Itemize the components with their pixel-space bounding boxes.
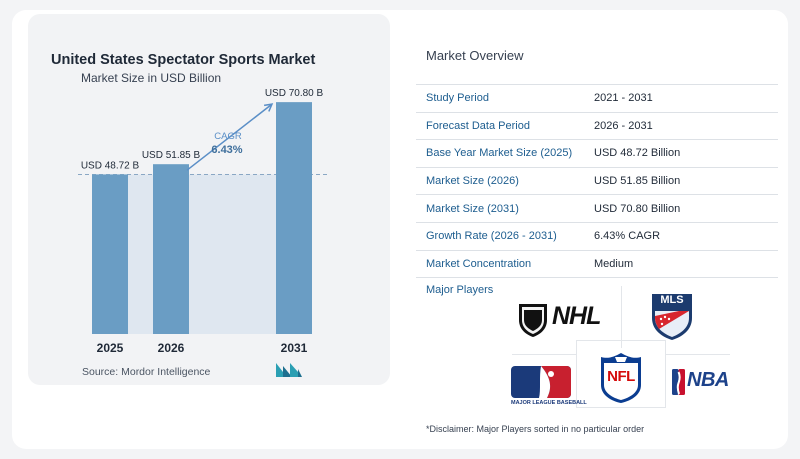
mls-logo: MLS bbox=[660, 294, 684, 306]
overview-value: 6.43% CAGR bbox=[594, 230, 661, 243]
overview-row: Forecast Data Period 2026 - 2031 bbox=[416, 113, 778, 141]
overview-label: Market Size (2031) bbox=[426, 202, 519, 215]
nba-silhouette-icon bbox=[672, 369, 685, 395]
nfl-shield-icon bbox=[601, 353, 641, 403]
cagr-arrow-head bbox=[263, 103, 274, 112]
value-label-2031: USD 70.80 B bbox=[265, 88, 324, 99]
market-overview-title: Market Overview bbox=[426, 48, 524, 63]
overview-row: Market Concentration Medium bbox=[416, 251, 778, 279]
chart-subtitle: Market Size in USD Billion bbox=[81, 71, 222, 85]
nba-logo: NBA bbox=[687, 369, 729, 391]
overview-row: Base Year Market Size (2025) USD 48.72 B… bbox=[416, 140, 778, 168]
disclaimer-text: *Disclaimer: Major Players sorted in no … bbox=[426, 424, 645, 434]
major-players-title: Major Players bbox=[426, 284, 494, 296]
overview-label: Market Concentration bbox=[426, 257, 532, 270]
market-overview-table: Study Period 2021 - 2031 Forecast Data P… bbox=[416, 84, 778, 279]
category-label-2025: 2025 bbox=[97, 341, 124, 355]
logo-cell bbox=[576, 340, 666, 408]
logo-grid-divider bbox=[666, 354, 730, 355]
nhl-logo: NHL bbox=[552, 302, 601, 330]
cagr-label: CAGR bbox=[214, 131, 242, 142]
overview-label: Growth Rate (2026 - 2031) bbox=[426, 230, 557, 243]
overview-row: Market Size (2031) USD 70.80 Billion bbox=[416, 195, 778, 223]
mls-crest-icon bbox=[652, 294, 692, 340]
bar-2026 bbox=[153, 164, 189, 334]
chart-title: United States Spectator Sports Market bbox=[51, 52, 316, 68]
bar-2025 bbox=[92, 174, 128, 334]
category-label-2026: 2026 bbox=[158, 341, 185, 355]
overview-value: Medium bbox=[594, 257, 634, 270]
overview-value: USD 70.80 Billion bbox=[594, 202, 681, 215]
overview-label: Market Size (2026) bbox=[426, 175, 519, 188]
mlb-batter-icon bbox=[511, 366, 571, 398]
mordor-intelligence-logo-icon bbox=[276, 363, 302, 377]
nhl-shield-icon bbox=[519, 304, 547, 337]
overview-label: Forecast Data Period bbox=[426, 119, 530, 132]
mlb-caption: MAJOR LEAGUE BASEBALL bbox=[511, 400, 587, 406]
overview-row: Growth Rate (2026 - 2031) 6.43% CAGR bbox=[416, 223, 778, 251]
overview-row: Study Period 2021 - 2031 bbox=[416, 84, 778, 113]
overview-row: Market Size (2026) USD 51.85 Billion bbox=[416, 168, 778, 196]
cagr-value: 6.43% bbox=[211, 144, 242, 156]
value-label-2025: USD 48.72 B bbox=[81, 160, 140, 171]
value-label-2026: USD 51.85 B bbox=[142, 150, 201, 161]
logo-grid-divider bbox=[621, 286, 622, 348]
cagr-arrow-line bbox=[186, 103, 273, 171]
overview-value: USD 48.72 Billion bbox=[594, 147, 681, 160]
overview-value: 2026 - 2031 bbox=[594, 119, 653, 132]
nfl-logo: NFL bbox=[607, 368, 635, 385]
category-label-2031: 2031 bbox=[281, 341, 308, 355]
chart-source: Source: Mordor Intelligence bbox=[82, 366, 211, 378]
overview-label: Base Year Market Size (2025) bbox=[426, 147, 573, 160]
logo-grid-divider bbox=[512, 354, 576, 355]
overview-value: USD 51.85 Billion bbox=[594, 175, 681, 188]
bar-2031 bbox=[276, 102, 312, 334]
overview-label: Study Period bbox=[426, 92, 489, 105]
overview-value: 2021 - 2031 bbox=[594, 92, 653, 105]
